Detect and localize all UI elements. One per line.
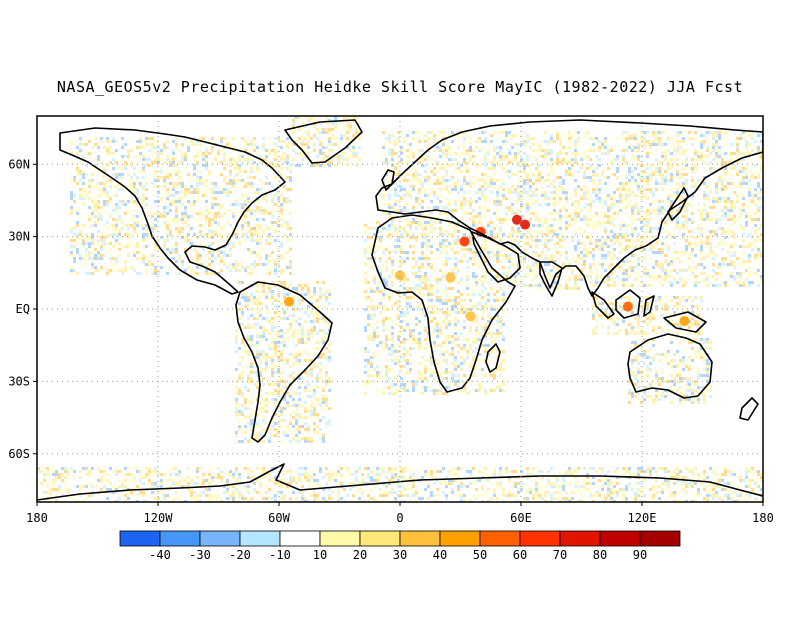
lon-tick-label: 0 [396, 511, 403, 525]
axis-ticks: 60N 30N EQ 30S 60S 180 120W 60W 0 60E 120E 180 [8, 157, 774, 525]
lon-tick-label: 120W [144, 511, 174, 525]
north-america-coast [59, 127, 286, 295]
colorbar-swatch [439, 530, 481, 547]
colorbar-swatch [279, 530, 321, 547]
colorbar-label: 50 [473, 548, 487, 562]
score-shading [37, 116, 763, 502]
colorbar-label: 90 [633, 548, 647, 562]
south-america-coast [235, 281, 333, 443]
lon-tick-label: 120E [628, 511, 657, 525]
india-coast [539, 261, 563, 297]
colorbar-label: 40 [433, 548, 447, 562]
high-skill-regions [284, 214, 690, 327]
madagascar-coast [485, 343, 501, 373]
hotspot [465, 311, 476, 322]
greenland-coast [284, 119, 363, 164]
arabia-coast [471, 231, 521, 283]
lat-tick-label: 30N [8, 230, 30, 244]
lon-tick-label: 60W [268, 511, 290, 525]
colorbar-swatch [479, 530, 521, 547]
eurasia-coast [375, 119, 763, 297]
lat-tick-label: 60S [8, 447, 30, 461]
colorbar-swatch [559, 530, 601, 547]
hotspot [622, 301, 633, 312]
colorbar-swatch [519, 530, 561, 547]
lat-tick-label: 30S [8, 374, 30, 388]
hotspot [445, 272, 456, 283]
graticule [37, 116, 763, 502]
colorbar-swatch [159, 530, 201, 547]
colorbar-swatch [599, 530, 641, 547]
hotspot [520, 219, 531, 230]
chart-title: NASA_GEOS5v2 Precipitation Heidke Skill … [56, 78, 744, 96]
colorbar-swatch [359, 530, 401, 547]
lon-tick-label: 180 [26, 511, 48, 525]
colorbar-label: 60 [513, 548, 527, 562]
hotspot [395, 270, 405, 281]
colorbar-swatch [319, 530, 361, 547]
japan-coast [667, 187, 689, 221]
lon-tick-label: 180 [752, 511, 774, 525]
new-zealand-coast [739, 397, 759, 421]
colorbar-swatch [199, 530, 241, 547]
colorbar-label: 80 [593, 548, 607, 562]
lat-tick-label: EQ [16, 302, 30, 316]
lon-tick-label: 60E [510, 511, 532, 525]
sumatra-coast [591, 291, 615, 319]
hotspot [511, 214, 522, 225]
colorbar-label: 10 [313, 548, 327, 562]
colorbar-label: 70 [553, 548, 567, 562]
new-guinea-coast [663, 311, 707, 333]
sulawesi-coast [643, 295, 655, 317]
colorbar-label: -30 [189, 548, 211, 562]
colorbar-label: 20 [353, 548, 367, 562]
colorbar: -40 -30 -20 -10 10 20 30 40 50 60 70 80 90 [119, 530, 681, 562]
colorbar-swatch [239, 530, 281, 547]
uk-coast [381, 169, 395, 191]
colorbar-swatch [119, 530, 161, 547]
colorbar-label: -40 [149, 548, 171, 562]
antarctica-coast [37, 463, 763, 501]
hotspot [459, 236, 470, 247]
africa-coast [371, 214, 516, 393]
hotspot [284, 296, 295, 307]
colorbar-label: -10 [269, 548, 291, 562]
borneo-coast [615, 289, 641, 319]
colorbar-swatch [399, 530, 441, 547]
colorbar-label: -20 [229, 548, 251, 562]
colorbar-label: 30 [393, 548, 407, 562]
hotspot [679, 316, 690, 327]
coastlines [37, 119, 763, 501]
lat-tick-label: 60N [8, 157, 30, 171]
colorbar-swatch [639, 530, 681, 547]
australia-coast [627, 333, 713, 399]
